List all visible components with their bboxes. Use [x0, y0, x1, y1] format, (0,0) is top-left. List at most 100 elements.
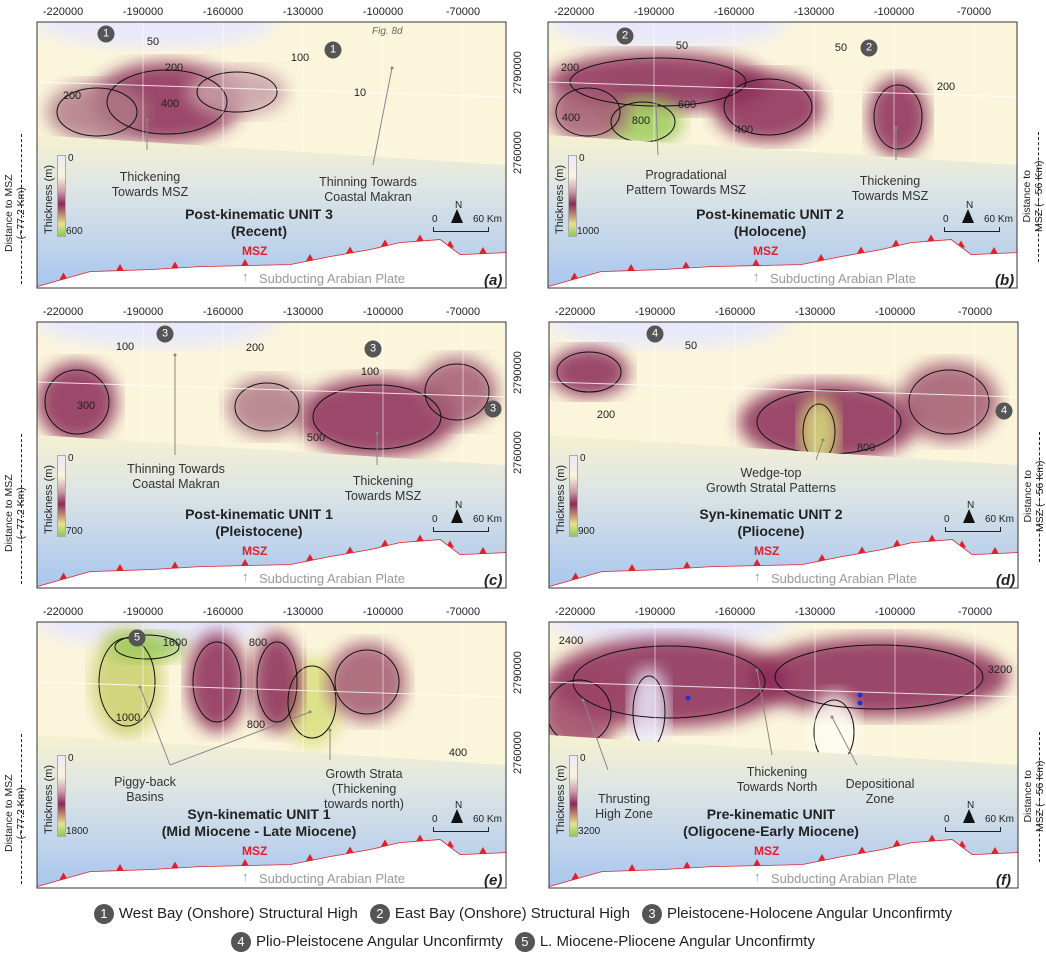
contour-label: 200: [936, 81, 956, 93]
up-arrow-icon: ↑: [242, 269, 249, 284]
contour-line: [192, 641, 242, 723]
annotation-line: Thrusting: [597, 792, 651, 806]
x-tick-label: -70000: [445, 306, 481, 318]
annotation-arrow: [139, 686, 171, 766]
contour-label: 200: [560, 62, 580, 74]
annotation-line: Coastal Makran: [132, 477, 220, 491]
map-frame: [36, 321, 507, 589]
scale-bar: [433, 227, 489, 232]
thickness-colorbar: [569, 455, 578, 537]
x-tick-label: -70000: [445, 606, 481, 618]
map-panel-a: -220000 -190000 -160000 -130000 -100000 -7000…: [36, 6, 507, 289]
colorbar-max-label: 1800: [66, 826, 89, 837]
contour-line: [114, 634, 180, 660]
x-tick-label: -130000: [794, 306, 836, 318]
unit-title-line: (Pliocene): [737, 523, 805, 539]
unit-title: Post-kinematic UNIT 2 (Holocene): [696, 206, 844, 240]
up-arrow-icon: ↑: [242, 869, 249, 884]
contour-line: [572, 645, 766, 719]
contour-label: 100: [360, 366, 380, 378]
annotation-line: Towards North: [736, 780, 818, 794]
contour-label: 200: [62, 90, 82, 102]
annotation-arrow: [655, 104, 659, 156]
contour-label: 800: [248, 637, 268, 649]
north-label: N: [455, 500, 463, 511]
map-frame: [548, 321, 1019, 589]
contour-label: 300: [76, 400, 96, 412]
contour-line: [256, 641, 298, 723]
contour-line: [569, 57, 747, 107]
scale-zero: 0: [943, 214, 949, 225]
contour-line: [287, 665, 337, 739]
map-canvas: [548, 321, 1019, 589]
contour-label: 50: [834, 42, 848, 54]
x-tick-label: -100000: [874, 606, 916, 618]
contour-label: 50: [684, 340, 698, 352]
contour-label: 50: [675, 40, 689, 52]
annotation-arrow: [582, 699, 609, 771]
panel-label: (c): [484, 572, 503, 589]
y-tick-label: 2760000: [512, 431, 524, 474]
contour-line: [56, 87, 138, 137]
north-arrow-icon: [451, 209, 463, 223]
unit-title-line: Post-kinematic UNIT 3: [185, 206, 333, 222]
annotation-line: Thickening: [352, 474, 414, 488]
map-frame: [36, 21, 507, 289]
scale-km: 60 Km: [984, 214, 1013, 225]
unit-title-line: (Recent): [230, 223, 288, 239]
contour-label: 50: [146, 36, 160, 48]
x-tick-label: -220000: [42, 6, 84, 18]
distance-arrow: [21, 134, 22, 284]
north-label: N: [967, 800, 975, 811]
map-panel-f: -220000 -190000 -160000 -130000 -100000 -7000…: [548, 606, 1019, 889]
annotation-line: Growth Strata: [325, 767, 403, 781]
scale-zero: 0: [432, 214, 438, 225]
sea-area: [37, 132, 506, 287]
distance-line: MSZ (~ 56 Km): [1034, 460, 1046, 532]
up-arrow-icon: ↑: [754, 869, 761, 884]
x-tick-label: -220000: [554, 606, 596, 618]
annotation-text: Thrusting High Zone: [595, 792, 653, 822]
colorbar-max-label: 600: [66, 226, 83, 237]
annotation-arrow: [756, 669, 773, 756]
x-tick-label: -190000: [122, 306, 164, 318]
contour-label: 100: [115, 341, 135, 353]
contour-line: [334, 649, 400, 715]
scale-zero: 0: [944, 514, 950, 525]
x-tick-label: -100000: [874, 306, 916, 318]
contour-line: [555, 87, 621, 137]
unit-title: Pre-kinematic UNIT (Oligocene-Early Mioce…: [683, 806, 859, 840]
distance-arrow: [1038, 132, 1039, 262]
legend-item: 1 West Bay (Onshore) Structural High: [93, 904, 358, 924]
scale-bar: [944, 227, 1000, 232]
subducting-plate-label: Subducting Arabian Plate: [259, 571, 405, 586]
contour-line: [424, 363, 490, 421]
colorbar-min-label: 0: [68, 153, 74, 164]
msz-label: MSZ: [754, 844, 780, 858]
x-tick-label: -130000: [793, 6, 835, 18]
annotation-line: High Zone: [595, 807, 653, 821]
msz-label: MSZ: [242, 244, 268, 258]
north-label: N: [455, 200, 463, 211]
colorbar-title: Thickness (m): [43, 164, 55, 234]
thickness-map: [548, 22, 1017, 165]
x-tick-label: -70000: [956, 6, 992, 18]
msz-label: MSZ: [753, 244, 779, 258]
legend-item: 4 Plio-Pleistocene Angular Unconfirmty: [231, 932, 503, 952]
annotation-line: Basins: [126, 790, 164, 804]
contour-label: 400: [734, 124, 754, 136]
legend-marker: 1: [93, 904, 114, 924]
north-arrow-icon: [963, 509, 975, 523]
unconformity-marker: 3: [156, 325, 174, 343]
up-arrow-icon: ↑: [753, 269, 760, 284]
x-tick-label: -160000: [202, 306, 244, 318]
x-tick-label: -130000: [282, 306, 324, 318]
unit-title-line: Syn-kinematic UNIT 2: [699, 506, 843, 522]
legend-row-1: 1 West Bay (Onshore) Structural High 2 East…: [0, 904, 1046, 924]
scale-zero: 0: [432, 514, 438, 525]
north-label: N: [967, 500, 975, 511]
annotation-line: Progradational: [645, 168, 727, 182]
contour-label: 1000: [115, 712, 141, 724]
map-panel-c: -220000 -190000 -160000 -130000 -100000 -7000…: [36, 306, 507, 589]
contour-label: 800: [856, 442, 876, 454]
